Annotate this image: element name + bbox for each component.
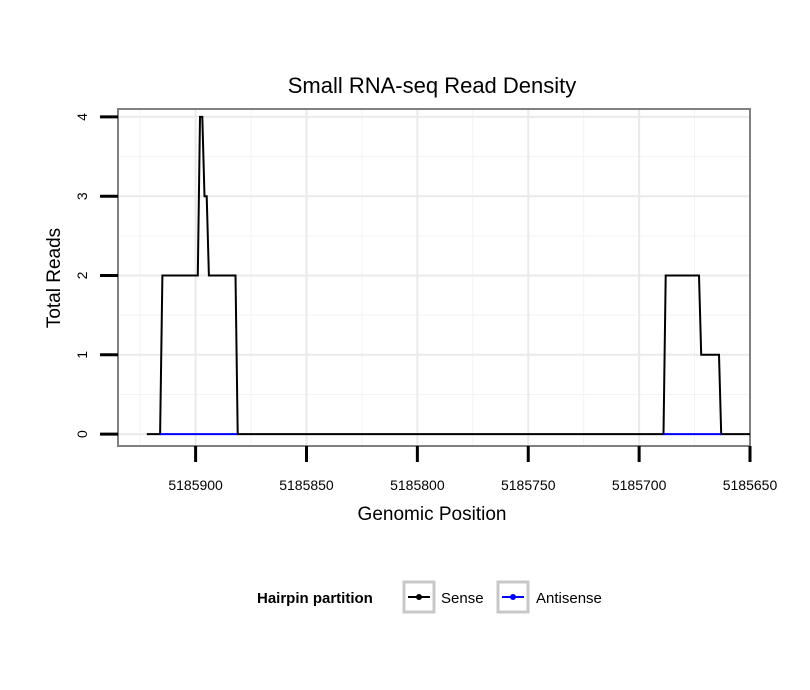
- legend-point-sense: [416, 594, 422, 600]
- legend-label-sense: Sense: [441, 590, 484, 607]
- series-layer: [146, 115, 750, 436]
- legend-title: Hairpin partition: [257, 590, 373, 607]
- legend-point-antisense: [510, 594, 516, 600]
- y-tick-label-3: 3: [74, 192, 90, 200]
- y-tick-label-1: 1: [74, 351, 90, 359]
- x-tick-label-1: 5185850: [279, 477, 334, 493]
- x-tick-label-2: 5185800: [390, 477, 445, 493]
- x-axis: 5185900 5185850 5185800 5185750 5185700 51856…: [168, 446, 777, 493]
- grid: [118, 109, 750, 446]
- y-tick-label-0: 0: [74, 430, 90, 438]
- x-axis-title: Genomic Position: [358, 504, 507, 525]
- legend: Hairpin partition Sense Antisense: [257, 580, 602, 614]
- y-tick-label-4: 4: [74, 113, 90, 121]
- y-axis: 0 1 2 3 4: [74, 113, 118, 438]
- y-tick-label-2: 2: [74, 271, 90, 279]
- chart-title: Small RNA-seq Read Density: [288, 73, 577, 98]
- legend-label-antisense: Antisense: [536, 590, 602, 607]
- y-axis-title: Total Reads: [44, 228, 65, 328]
- series-line-sense-0: [146, 115, 750, 436]
- panel-border: [117, 108, 751, 447]
- x-tick-label-0: 5185900: [168, 477, 223, 493]
- x-tick-label-4: 5185700: [612, 477, 667, 493]
- x-tick-label-5: 5185650: [723, 477, 778, 493]
- x-tick-label-3: 5185750: [501, 477, 556, 493]
